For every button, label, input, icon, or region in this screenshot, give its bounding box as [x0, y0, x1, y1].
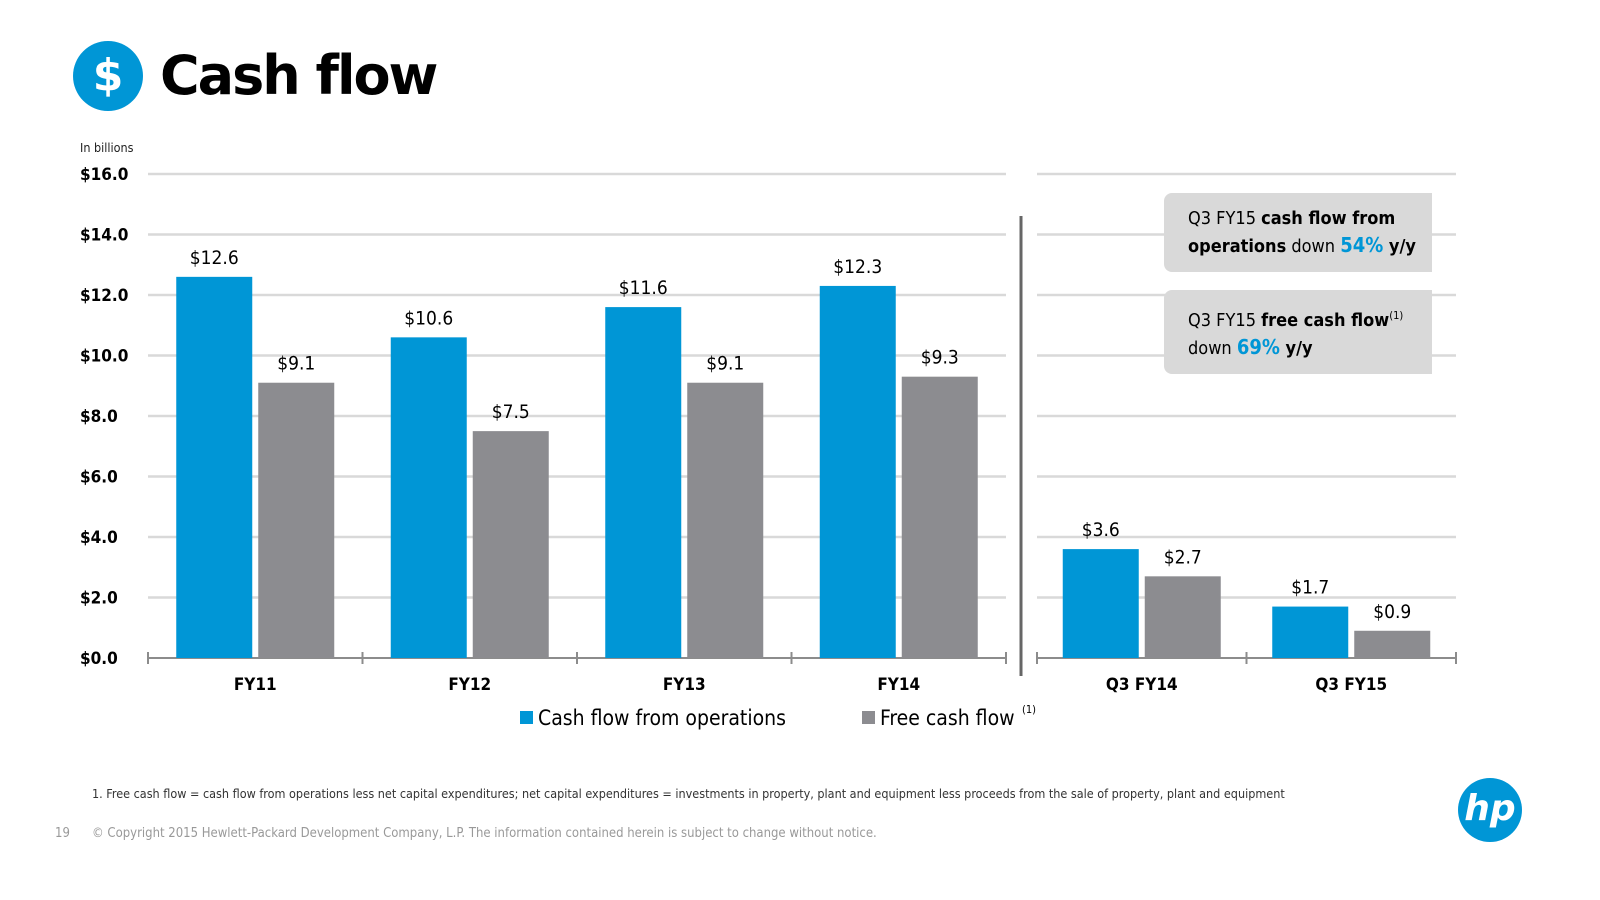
data-label: $2.7: [1164, 546, 1202, 568]
legend-label: Free cash flow: [880, 706, 1015, 730]
y-tick-label: $12.0: [80, 286, 128, 306]
page-number: 19: [55, 826, 70, 841]
unit-label: In billions: [80, 140, 134, 155]
y-tick-label: $8.0: [80, 407, 118, 427]
x-tick-label: FY12: [448, 675, 491, 695]
y-tick-label: $6.0: [80, 468, 118, 488]
bar-fcf: [472, 431, 549, 658]
bar-cfo: [1272, 606, 1349, 658]
footnote: 1. Free cash flow = cash flow from opera…: [92, 786, 1285, 801]
data-label: $0.9: [1373, 601, 1411, 623]
y-tick-label: $14.0: [80, 226, 128, 246]
copyright: © Copyright 2015 Hewlett-Packard Develop…: [92, 826, 877, 841]
y-tick-label: $0.0: [80, 649, 118, 669]
y-tick-label: $10.0: [80, 347, 128, 367]
data-label: $11.6: [619, 277, 668, 299]
x-tick-label: Q3 FY15: [1315, 675, 1387, 695]
data-label: $12.3: [833, 256, 882, 278]
legend-swatch: [862, 711, 875, 724]
x-tick-label: Q3 FY14: [1106, 675, 1178, 695]
y-tick-label: $4.0: [80, 528, 118, 548]
legend-swatch: [520, 711, 533, 724]
legend-sup: (1): [1022, 703, 1036, 716]
legend-label: Cash flow from operations: [538, 706, 786, 730]
bar-cfo: [1062, 549, 1139, 658]
data-label: $10.6: [404, 307, 453, 329]
data-label: $3.6: [1082, 519, 1120, 541]
y-tick-label: $16.0: [80, 165, 128, 185]
bar-cfo: [390, 337, 467, 658]
bar-fcf: [687, 382, 764, 658]
data-label: $12.6: [190, 247, 239, 269]
callout-fcf: Q3 FY15 free cash flow(1) down 69% y/y: [1164, 290, 1432, 374]
bar-fcf: [901, 376, 978, 658]
y-tick-label: $2.0: [80, 589, 118, 609]
data-label: $9.3: [921, 347, 959, 369]
bar-fcf: [258, 382, 335, 658]
bar-fcf: [1354, 630, 1431, 658]
bar-cfo: [819, 285, 896, 658]
bar-cfo: [605, 307, 682, 658]
callout-cfo: Q3 FY15 cash flow from operations down 5…: [1164, 193, 1432, 272]
x-tick-label: FY13: [663, 675, 706, 695]
data-label: $9.1: [277, 353, 315, 375]
data-label: $1.7: [1291, 577, 1329, 599]
data-label: $7.5: [492, 401, 530, 423]
hp-logo: hp: [1458, 778, 1522, 842]
x-tick-label: FY14: [877, 675, 920, 695]
page-title: Cash flow: [160, 44, 438, 107]
dollar-icon: $: [73, 41, 143, 111]
data-label: $9.1: [706, 353, 744, 375]
bar-cfo: [176, 276, 253, 658]
cash-flow-chart: In billions $0.0 $2.0 $4.0 $6.0 $8.0 $10.0 $12.…: [80, 140, 1457, 730]
x-tick-label: FY11: [234, 675, 277, 695]
bar-fcf: [1144, 576, 1221, 658]
